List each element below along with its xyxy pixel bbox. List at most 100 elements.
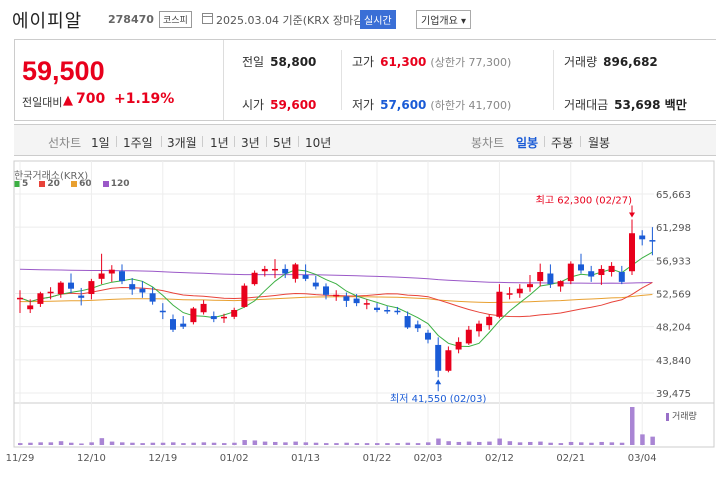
volume-bar [385,443,390,445]
volume-bar [252,440,258,445]
ma-line-120 [19,268,653,284]
y-tick-label: 52,569 [656,290,691,301]
volume-bar [160,442,166,445]
candle-body [47,291,54,294]
volume-bar [650,436,655,445]
volume-bar [517,442,523,445]
stat-low: 저가 57,600 (하한가 41,700) [352,96,511,113]
stat-sub: (상한가 77,300) [430,56,512,69]
tab-3y[interactable]: 3년 [241,136,260,150]
x-tick-label: 01/02 [220,453,249,464]
volume-bar [579,442,584,445]
candle-body [629,233,635,272]
tab-daily[interactable]: 일봉 [516,136,539,150]
volume-bar [28,442,33,445]
volume-bar [273,441,278,445]
price-change: 700 [76,91,106,107]
stock-header: 에이피알 278470 코스피 2025.03.04 기준(KRX 장마감) 실… [0,0,716,38]
candle-body [465,329,472,344]
realtime-button[interactable]: 실시간 [360,10,396,29]
tab-monthly[interactable]: 월봉 [588,136,611,150]
volume-bar [446,441,451,445]
candle-body [394,310,401,313]
volume-bar [140,443,145,445]
low-arrow-icon [435,379,442,385]
volume-bar [222,443,227,445]
candle-body [98,273,105,279]
volume-bar [18,443,23,445]
candle-body [292,264,299,279]
current-price-panel: 59,500 전일대비 ▲ 700 +1.19% [15,40,224,120]
volume-bar [201,442,207,445]
stat-label: 저가 [352,98,375,112]
divider [161,136,162,147]
volume-bar [426,442,431,445]
volume-bar [334,443,339,445]
line-chart-label: 선차트 [48,136,82,150]
volume-bar [528,441,533,445]
divider [266,136,267,147]
volume-bar [477,441,482,445]
up-arrow-icon: ▲ [63,93,73,108]
candle-body [108,269,115,274]
volume-bar [150,442,156,445]
tab-1y[interactable]: 1년 [210,136,229,150]
tab-5y[interactable]: 5년 [273,136,292,150]
candle-body [649,240,656,242]
volume-bar [109,441,115,445]
stat-label: 전일 [242,55,265,69]
base-date: 2025.03.04 기준(KRX 장마감) [216,14,368,27]
volume-bar [619,442,625,445]
price-summary: 59,500 전일대비 ▲ 700 +1.19% 전일 58,800 고가 61,3… [14,39,716,121]
volume-bar [436,438,441,445]
volume-bar [640,434,645,445]
volume-bar [395,443,400,445]
volume-bar [364,443,370,445]
volume-bar [171,442,176,445]
x-tick-label: 02/12 [485,453,514,464]
volume-bar [589,442,594,445]
x-tick-label: 02/03 [414,453,443,464]
candle-body [27,305,34,310]
candle-body [231,309,238,317]
volume-bar [558,443,564,445]
stat-label: 거래량 [564,55,598,69]
candle-body [159,310,166,313]
company-info-dropdown[interactable]: 기업개요 ▾ [416,10,471,29]
legend-item: 60 [71,179,92,189]
candle-body [302,275,309,279]
y-tick-label: 43,840 [656,356,691,367]
divider [298,136,299,147]
candle-body [435,344,442,371]
candle-body [323,286,329,295]
candle-body [476,323,482,332]
tab-1w[interactable]: 1주일 [123,136,153,150]
high-arrow-icon [629,212,635,218]
stat-open: 시가 59,600 [242,96,316,113]
legend-item: 5 [14,179,28,189]
tab-1d[interactable]: 1일 [91,136,110,150]
candle-body [190,308,197,323]
tab-3m[interactable]: 3개월 [167,136,197,150]
ma-legend: 5 20 60 120 [14,179,138,189]
tab-weekly[interactable]: 주봉 [551,136,574,150]
calendar-icon [202,13,213,24]
candle-body [547,273,554,285]
stat-volume: 거래량 896,682 [564,53,658,70]
volume-bar [497,438,502,445]
legend-item: 120 [102,179,130,189]
candle-body [282,268,289,274]
candle-body [272,268,278,271]
tab-10y[interactable]: 10년 [305,136,332,150]
data-source: 한국거래소(KRX) [14,171,89,182]
volume-bar [262,441,268,445]
candle-body [374,307,380,310]
high-annotation: 최고 62,300 (02/27) [536,195,632,207]
volume-bar [456,441,462,445]
volume-bar [89,442,94,445]
candle-body [139,288,146,293]
candle-body [129,284,136,290]
divider [580,136,581,147]
candle-body [353,298,360,304]
